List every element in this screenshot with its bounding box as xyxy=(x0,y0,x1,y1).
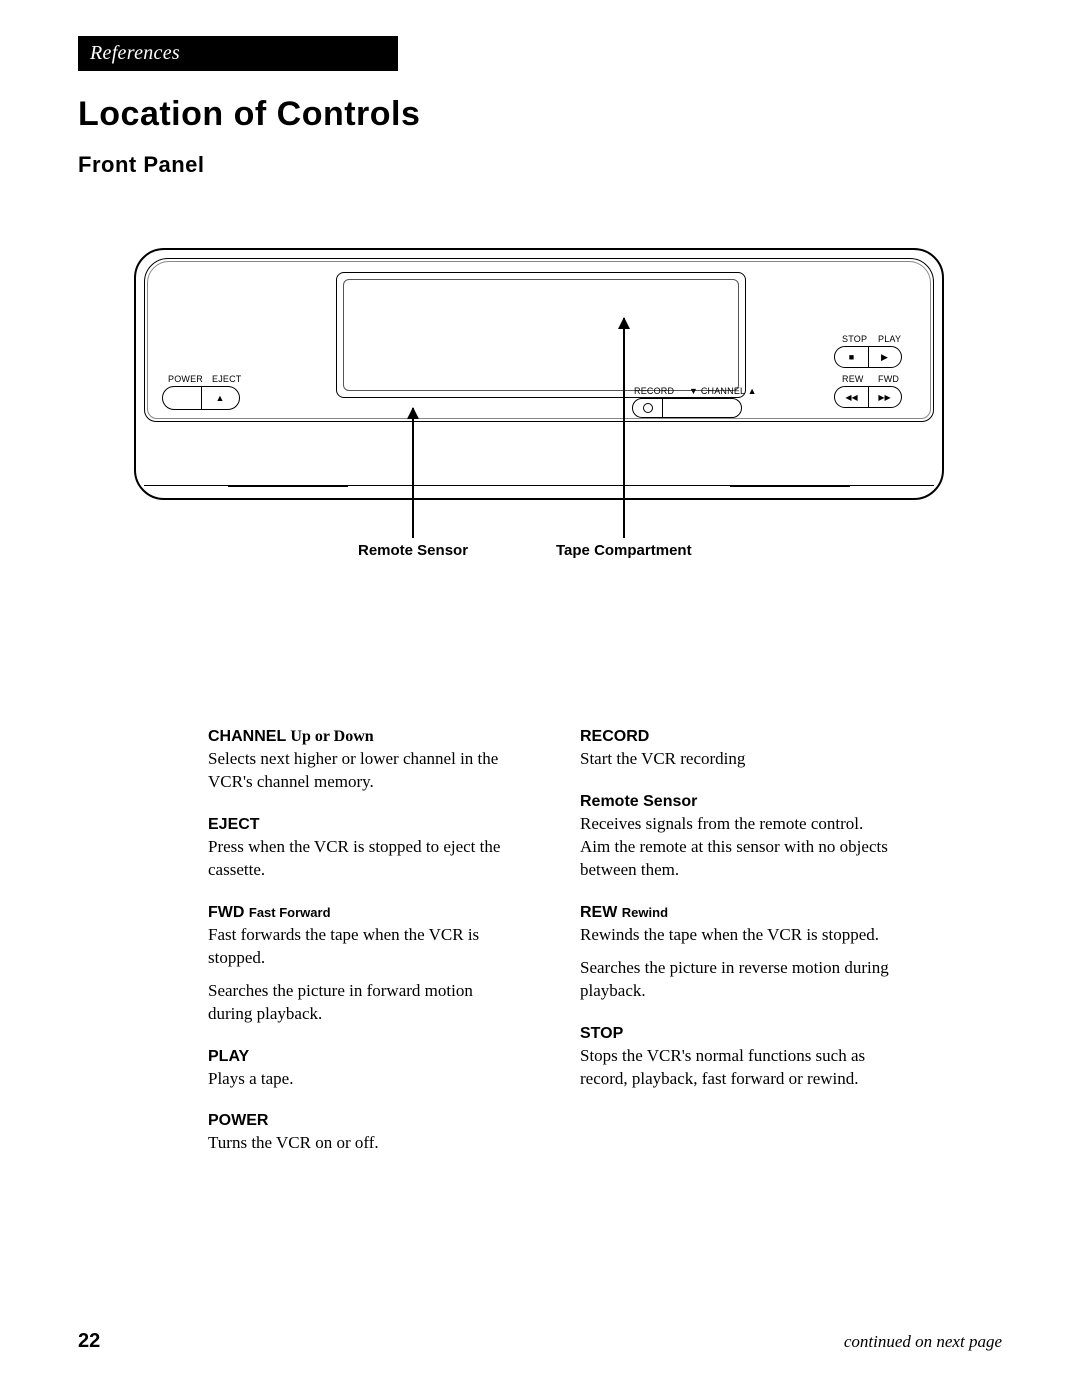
entry-record-text: Start the VCR recording xyxy=(580,748,892,771)
page-number: 22 xyxy=(78,1330,100,1353)
vcr-foot-left xyxy=(228,486,348,492)
entry-fwd: FWD Fast Forward Fast forwards the tape … xyxy=(208,904,520,1026)
controls-right-column: RECORD Start the VCR recording Remote Se… xyxy=(580,728,892,1177)
entry-stop-text: Stops the VCR's normal functions such as… xyxy=(580,1045,892,1091)
page-title: Location of Controls xyxy=(78,95,1002,134)
front-panel-diagram: POWER EJECT ▲ RECORD ▼ CHANNEL ▲ STOP PL… xyxy=(78,248,1002,608)
section-label: References xyxy=(78,36,398,71)
page-subtitle: Front Panel xyxy=(78,152,1002,178)
entry-channel: CHANNEL Up or Down Selects next higher o… xyxy=(208,728,520,794)
entry-stop: STOP Stops the VCR's normal functions su… xyxy=(580,1025,892,1091)
label-eject: EJECT xyxy=(212,374,242,384)
pointer-tape-compartment xyxy=(623,318,625,538)
rew-fwd-button: ◀◀ ▶▶ xyxy=(834,386,902,408)
stop-play-button: ■ ▶ xyxy=(834,346,902,368)
label-channel: ▼ CHANNEL ▲ xyxy=(689,386,757,396)
power-eject-button: ▲ xyxy=(162,386,240,410)
record-channel-button xyxy=(632,398,742,418)
entry-play-text: Plays a tape. xyxy=(208,1068,520,1091)
entry-rew-subtitle: Rewind xyxy=(622,905,668,920)
entry-remote-sensor-title: Remote Sensor xyxy=(580,793,892,811)
entry-fwd-subtitle: Fast Forward xyxy=(249,905,331,920)
entry-fwd-text-2: Searches the picture in forward motion d… xyxy=(208,980,520,1026)
page-footer: 22 continued on next page xyxy=(78,1324,1002,1353)
fwd-button-icon: ▶▶ xyxy=(868,387,901,407)
entry-power-title: POWER xyxy=(208,1112,520,1130)
pointer-remote-sensor xyxy=(412,408,414,538)
entry-channel-subtitle: Up or Down xyxy=(290,728,373,745)
rew-button-icon: ◀◀ xyxy=(835,387,868,407)
entry-fwd-text-1: Fast forwards the tape when the VCR is s… xyxy=(208,924,520,970)
entry-record: RECORD Start the VCR recording xyxy=(580,728,892,771)
entry-power-text: Turns the VCR on or off. xyxy=(208,1132,520,1155)
callout-remote-sensor: Remote Sensor xyxy=(358,542,468,559)
label-fwd: FWD xyxy=(878,374,899,384)
entry-play: PLAY Plays a tape. xyxy=(208,1048,520,1091)
label-channel-text: CHANNEL xyxy=(701,386,745,396)
entry-rew: REW Rewind Rewinds the tape when the VCR… xyxy=(580,904,892,1003)
play-button-icon: ▶ xyxy=(868,347,901,367)
entry-power: POWER Turns the VCR on or off. xyxy=(208,1112,520,1155)
entry-rew-title: REW xyxy=(580,904,617,921)
tape-compartment-inset xyxy=(343,279,739,391)
tape-compartment xyxy=(336,272,746,398)
entry-channel-title: CHANNEL xyxy=(208,728,286,745)
entry-play-title: PLAY xyxy=(208,1048,520,1066)
label-record: RECORD xyxy=(634,386,674,396)
channel-rocker xyxy=(663,399,741,417)
label-rew: REW xyxy=(842,374,864,384)
controls-left-column: CHANNEL Up or Down Selects next higher o… xyxy=(208,728,520,1177)
label-play: PLAY xyxy=(878,334,901,344)
continued-note: continued on next page xyxy=(844,1332,1002,1352)
entry-eject-text: Press when the VCR is stopped to eject t… xyxy=(208,836,520,882)
power-button-icon xyxy=(163,387,201,409)
entry-rew-text-1: Rewinds the tape when the VCR is stopped… xyxy=(580,924,892,947)
entry-fwd-title: FWD xyxy=(208,904,244,921)
entry-eject: EJECT Press when the VCR is stopped to e… xyxy=(208,816,520,882)
entry-stop-title: STOP xyxy=(580,1025,892,1043)
stop-button-icon: ■ xyxy=(835,347,868,367)
entry-channel-text: Selects next higher or lower channel in … xyxy=(208,748,520,794)
label-stop: STOP xyxy=(842,334,867,344)
entry-remote-sensor: Remote Sensor Receives signals from the … xyxy=(580,793,892,882)
eject-button-icon: ▲ xyxy=(201,387,239,409)
entry-remote-sensor-text: Receives signals from the remote control… xyxy=(580,813,892,882)
entry-record-title: RECORD xyxy=(580,728,892,746)
callout-tape-compartment: Tape Compartment xyxy=(556,542,692,559)
label-power: POWER xyxy=(168,374,203,384)
entry-rew-text-2: Searches the picture in reverse motion d… xyxy=(580,957,892,1003)
entry-eject-title: EJECT xyxy=(208,816,520,834)
vcr-foot-right xyxy=(730,486,850,492)
vcr-outline: POWER EJECT ▲ RECORD ▼ CHANNEL ▲ STOP PL… xyxy=(134,248,944,500)
record-button-icon xyxy=(633,399,663,417)
controls-description: CHANNEL Up or Down Selects next higher o… xyxy=(78,728,1002,1177)
